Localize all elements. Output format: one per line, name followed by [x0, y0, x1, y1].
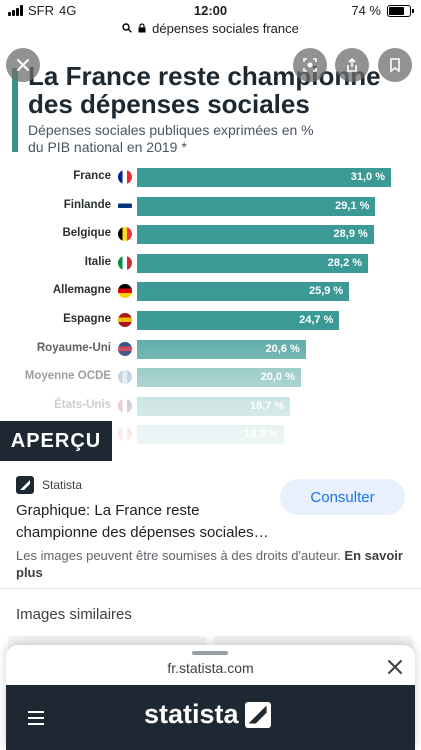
bar-value-label: 18,0 %: [244, 428, 279, 441]
copyright-text: Les images peuvent être soumises à des d…: [16, 548, 341, 563]
copyright-notice: Les images peuvent être soumises à des d…: [16, 547, 406, 581]
chart-row: Allemagne 25,9 %: [0, 280, 421, 302]
site-preview-sheet[interactable]: fr.statista.com statista: [6, 645, 415, 750]
source-row[interactable]: Statista: [16, 476, 82, 494]
logo-mark-icon: [244, 701, 271, 728]
bar-value-label: 29,1 %: [335, 199, 370, 212]
title-accent-bar: [12, 68, 18, 152]
logo-text: statista: [144, 699, 239, 729]
close-viewer-button[interactable]: [6, 48, 40, 82]
country-flag-icon: [118, 198, 132, 213]
chart-row: Royaume-Uni 20,6 %: [0, 338, 421, 360]
share-icon: [347, 57, 357, 72]
status-bar: SFR 4G 12:00 74 %: [0, 0, 421, 20]
status-left: SFR 4G: [8, 3, 76, 18]
lens-button[interactable]: [293, 48, 327, 82]
network-type: 4G: [59, 3, 77, 18]
bar-value-label: 24,7 %: [299, 314, 334, 326]
statista-logo-icon: [16, 476, 34, 494]
country-flag-icon: [118, 427, 132, 442]
bar-value-label: 28,2 %: [327, 256, 363, 269]
country-flag-icon: [118, 227, 132, 242]
carrier-name: SFR: [28, 3, 54, 18]
clock: 12:00: [193, 3, 228, 18]
country-flag-icon: [118, 313, 132, 327]
save-button[interactable]: [378, 48, 412, 82]
preview-badge: APERÇU: [0, 421, 112, 461]
bar: 18,7 %: [137, 396, 291, 416]
sheet-url: fr.statista.com: [167, 660, 254, 676]
chart-subtitle: Dépenses sociales publiques exprimées en…: [28, 122, 314, 155]
country-flag-icon: [118, 341, 132, 356]
lock-icon: [138, 23, 146, 33]
bar-category-label: Belgique: [62, 227, 111, 240]
country-flag-icon: [118, 255, 132, 270]
source-name: Statista: [42, 478, 83, 492]
lens-icon: [303, 58, 317, 72]
image-viewer[interactable]: La France reste championne des dépenses …: [0, 40, 421, 461]
country-flag-icon: [118, 284, 132, 299]
bar: 28,2 %: [137, 253, 369, 273]
battery-icon: [387, 4, 414, 17]
bar-category-label: Espagne: [63, 313, 111, 325]
address-bar[interactable]: dépenses sociales france: [0, 18, 421, 38]
menu-icon[interactable]: [28, 711, 44, 725]
bar-category-label: Finlande: [63, 198, 111, 211]
bar-category-label: Royaume-Uni: [36, 341, 111, 354]
bar-category-label: France: [73, 170, 111, 182]
image-title-link[interactable]: Graphique: La France reste championne de…: [16, 502, 269, 541]
site-logo[interactable]: statista: [144, 699, 271, 730]
chart-row: France 31,0 %: [0, 166, 421, 188]
address-text: dépenses sociales france: [152, 20, 299, 36]
chart-row: Espagne 24,7 %: [0, 309, 421, 331]
bar-value-label: 25,9 %: [308, 285, 344, 298]
visit-button[interactable]: Consulter: [280, 479, 405, 515]
divider: [0, 588, 421, 589]
bar: 24,7 %: [137, 311, 340, 330]
bar: 20,0 %: [137, 368, 301, 388]
bar-value-label: 20,0 %: [260, 371, 295, 384]
signal-icon: [8, 5, 23, 16]
search-icon: [122, 23, 132, 33]
bar-category-label: Moyenne OCDE: [24, 370, 111, 383]
bar: 31,0 %: [137, 168, 391, 187]
chart-row: Belgique 28,9 %: [0, 223, 421, 245]
bar: 29,1 %: [137, 196, 376, 216]
site-header: statista: [6, 685, 415, 750]
bar-value-label: 31,0 %: [350, 171, 385, 183]
bar: 25,9 %: [137, 282, 350, 302]
bar-value-label: 18,7 %: [249, 399, 285, 412]
status-right: 74 %: [351, 3, 414, 18]
close-sheet-icon[interactable]: [385, 657, 405, 677]
chart-row: Italie 28,2 %: [0, 252, 421, 274]
bar: 18,0 %: [137, 425, 285, 445]
sheet-drag-handle[interactable]: [192, 651, 228, 655]
chart-row: États-Unis 18,7 %: [0, 395, 421, 417]
country-flag-icon: [118, 398, 132, 413]
bar-category-label: Italie: [84, 255, 111, 268]
similar-images-heading: Images similaires: [16, 606, 132, 623]
country-flag-icon: [118, 170, 132, 184]
bookmark-icon: [390, 58, 400, 73]
bar: 28,9 %: [137, 225, 374, 245]
bar-category-label: États-Unis: [54, 398, 111, 411]
share-button[interactable]: [335, 48, 369, 82]
bar-category-label: Allemagne: [52, 284, 111, 297]
bar: 20,6 %: [137, 339, 306, 359]
learn-more-link[interactable]: En savoir plus: [16, 548, 403, 580]
battery-percent: 74 %: [351, 3, 381, 18]
bar-value-label: 20,6 %: [265, 342, 300, 355]
close-icon: [17, 59, 29, 71]
chart-row: Moyenne OCDE 20,0 %: [0, 366, 421, 388]
bar-value-label: 28,9 %: [333, 228, 368, 241]
country-flag-icon: [118, 370, 132, 385]
chart-row: Finlande 29,1 %: [0, 195, 421, 217]
